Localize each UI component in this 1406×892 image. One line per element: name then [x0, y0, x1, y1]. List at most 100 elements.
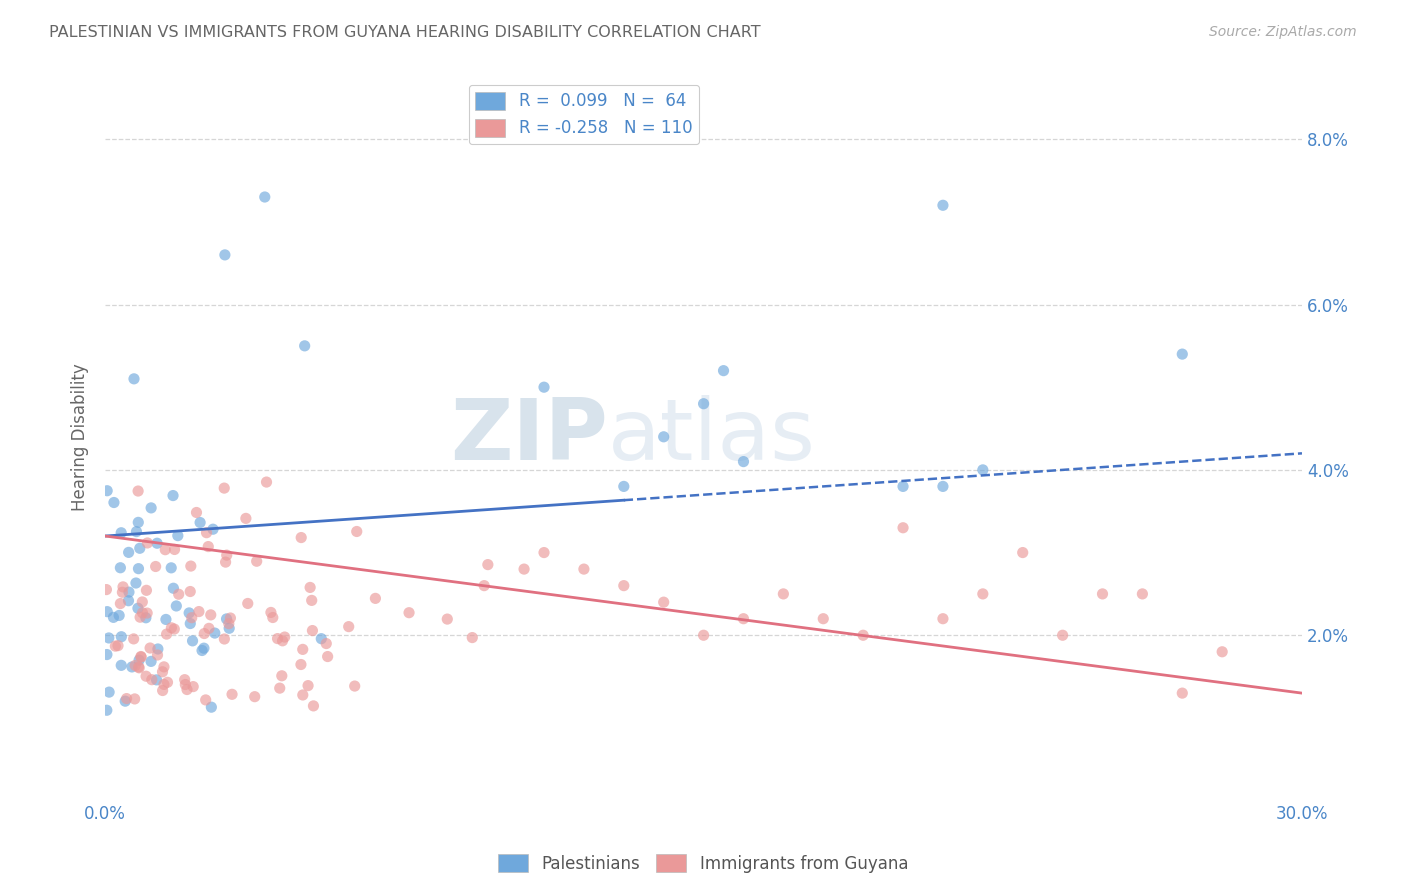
- Point: [852, 628, 875, 642]
- Text: PALESTINIAN VS IMMIGRANTS FROM GUYANA HEARING DISABILITY CORRELATION CHART: PALESTINIAN VS IMMIGRANTS FROM GUYANA HE…: [49, 25, 761, 40]
- Point: [301, 593, 323, 607]
- Point: [290, 657, 312, 672]
- Point: [125, 524, 148, 539]
- Point: [156, 675, 179, 690]
- Point: [243, 690, 266, 704]
- Point: [146, 642, 169, 657]
- Point: [186, 506, 208, 520]
- Point: [215, 612, 238, 626]
- Point: [215, 548, 238, 562]
- Point: [115, 691, 138, 706]
- Point: [131, 606, 153, 620]
- Point: [692, 397, 714, 411]
- Point: [145, 673, 167, 687]
- Point: [127, 483, 149, 498]
- Point: [692, 628, 714, 642]
- Point: [891, 521, 914, 535]
- Point: [891, 479, 914, 493]
- Point: [179, 616, 201, 631]
- Point: [146, 536, 169, 550]
- Point: [135, 583, 157, 598]
- Point: [162, 581, 184, 595]
- Point: [136, 606, 159, 620]
- Point: [180, 610, 202, 624]
- Point: [122, 632, 145, 646]
- Point: [200, 700, 222, 714]
- Point: [472, 579, 495, 593]
- Point: [346, 524, 368, 539]
- Point: [188, 516, 211, 530]
- Point: [191, 643, 214, 657]
- Point: [256, 475, 278, 489]
- Point: [110, 630, 132, 644]
- Point: [733, 454, 755, 468]
- Point: [197, 540, 219, 554]
- Point: [97, 631, 120, 645]
- Point: [145, 559, 167, 574]
- Point: [125, 576, 148, 591]
- Point: [932, 612, 955, 626]
- Point: [155, 542, 177, 557]
- Point: [315, 636, 337, 650]
- Point: [122, 372, 145, 386]
- Point: [193, 626, 215, 640]
- Point: [173, 673, 195, 687]
- Point: [181, 633, 204, 648]
- Point: [219, 611, 242, 625]
- Point: [218, 621, 240, 635]
- Point: [1211, 645, 1233, 659]
- Point: [128, 660, 150, 674]
- Point: [96, 605, 118, 619]
- Point: [111, 585, 134, 599]
- Point: [174, 677, 197, 691]
- Point: [110, 597, 132, 611]
- Point: [253, 190, 276, 204]
- Point: [297, 679, 319, 693]
- Point: [212, 481, 235, 495]
- Point: [110, 658, 132, 673]
- Point: [152, 665, 174, 679]
- Point: [652, 595, 675, 609]
- Point: [299, 581, 322, 595]
- Point: [110, 525, 132, 540]
- Point: [166, 528, 188, 542]
- Point: [533, 380, 555, 394]
- Y-axis label: Hearing Disability: Hearing Disability: [72, 363, 89, 511]
- Point: [162, 489, 184, 503]
- Legend: Palestinians, Immigrants from Guyana: Palestinians, Immigrants from Guyana: [491, 847, 915, 880]
- Point: [127, 562, 149, 576]
- Point: [214, 555, 236, 569]
- Point: [1011, 545, 1033, 559]
- Point: [343, 679, 366, 693]
- Point: [128, 661, 150, 675]
- Point: [127, 516, 149, 530]
- Point: [1171, 347, 1194, 361]
- Point: [124, 692, 146, 706]
- Point: [152, 683, 174, 698]
- Point: [294, 339, 316, 353]
- Point: [129, 649, 152, 664]
- Point: [117, 545, 139, 559]
- Legend: R =  0.099   N =  64, R = -0.258   N = 110: R = 0.099 N = 64, R = -0.258 N = 110: [468, 85, 699, 144]
- Point: [127, 601, 149, 615]
- Point: [733, 612, 755, 626]
- Point: [96, 582, 118, 597]
- Point: [114, 694, 136, 708]
- Point: [111, 580, 134, 594]
- Point: [302, 698, 325, 713]
- Point: [218, 616, 240, 631]
- Point: [136, 536, 159, 550]
- Point: [932, 479, 955, 493]
- Point: [271, 633, 294, 648]
- Point: [135, 611, 157, 625]
- Point: [194, 693, 217, 707]
- Point: [477, 558, 499, 572]
- Point: [198, 621, 221, 635]
- Point: [214, 632, 236, 646]
- Point: [262, 610, 284, 624]
- Point: [121, 660, 143, 674]
- Point: [772, 587, 794, 601]
- Point: [1171, 686, 1194, 700]
- Point: [179, 584, 201, 599]
- Point: [139, 640, 162, 655]
